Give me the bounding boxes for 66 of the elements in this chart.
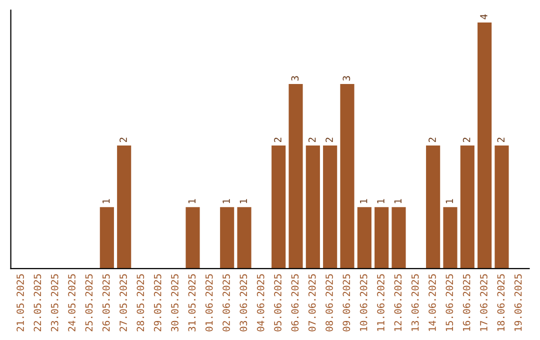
bar	[340, 84, 354, 269]
data-label: 2	[274, 138, 282, 142]
bar	[357, 207, 372, 269]
x-tick-label: 07.06.2025	[308, 274, 316, 332]
data-label: 2	[308, 138, 316, 142]
x-tick-label: 02.06.2025	[222, 274, 230, 332]
bar	[220, 207, 234, 269]
data-label: 4	[480, 14, 488, 20]
data-label: 1	[240, 199, 247, 204]
data-label: 3	[342, 76, 350, 81]
x-tick-label: 13.06.2025	[411, 274, 419, 331]
bar	[288, 84, 303, 269]
data-label: 2	[428, 138, 436, 142]
data-label: 2	[462, 138, 470, 142]
bar	[392, 207, 406, 269]
data-label: 1	[222, 199, 230, 204]
data-label: 1	[360, 199, 368, 204]
x-tick-label: 14.06.2025	[428, 274, 436, 331]
x-tick-label: 25.05.2025	[85, 274, 93, 332]
data-label: 1	[446, 199, 453, 204]
bar	[323, 146, 338, 269]
x-tick-label: 15.06.2025	[446, 274, 454, 331]
data-label: 1	[102, 199, 110, 204]
data-label: 1	[188, 199, 196, 204]
x-tick-label: 01.06.2025	[205, 274, 213, 332]
data-label: 2	[497, 138, 504, 142]
x-tick-label: 16.06.2025	[462, 274, 470, 331]
x-tick-label: 30.05.2025	[171, 274, 178, 332]
bar	[494, 146, 509, 269]
x-tick-label: 21.05.2025	[16, 274, 24, 332]
x-tick-label: 27.05.2025	[120, 274, 127, 332]
x-tick-label: 22.05.2025	[34, 274, 42, 332]
bar	[306, 146, 320, 269]
bar	[100, 207, 114, 269]
bar	[186, 207, 200, 269]
x-tick-label: 24.05.2025	[68, 274, 76, 332]
data-label: 2	[326, 138, 333, 142]
data-label: 3	[291, 76, 299, 81]
x-tick-label: 17.06.2025	[480, 274, 488, 331]
x-tick-label: 06.06.2025	[291, 274, 299, 332]
bar	[478, 22, 492, 269]
x-tick-label: 05.06.2025	[274, 274, 282, 332]
x-tick-label: 03.06.2025	[240, 274, 248, 332]
x-tick-label: 29.05.2025	[154, 274, 162, 332]
data-label: 1	[377, 199, 384, 204]
x-tick-label: 08.06.2025	[326, 274, 333, 332]
x-tick-label: 28.05.2025	[136, 274, 144, 332]
x-tick-label: 12.06.2025	[394, 274, 402, 331]
bar	[237, 207, 252, 269]
bar	[443, 207, 458, 269]
x-tick-label: 26.05.2025	[102, 274, 110, 332]
data-label: 1	[394, 199, 402, 204]
x-tick-label: 04.06.2025	[256, 274, 264, 332]
x-tick-label: 10.06.2025	[360, 274, 368, 331]
x-tick-label: 09.06.2025	[342, 274, 350, 332]
bar	[272, 146, 286, 269]
data-label: 2	[120, 138, 127, 142]
x-tick-label: 19.06.2025	[514, 274, 522, 331]
bar	[460, 146, 474, 269]
bar	[426, 146, 440, 269]
bar	[117, 146, 132, 269]
x-tick-label: 23.05.2025	[50, 274, 58, 332]
x-tick-label: 31.05.2025	[188, 274, 196, 332]
x-tick-label: 11.06.2025	[377, 274, 384, 331]
x-tick-label: 18.06.2025	[497, 274, 505, 331]
bar	[374, 207, 389, 269]
